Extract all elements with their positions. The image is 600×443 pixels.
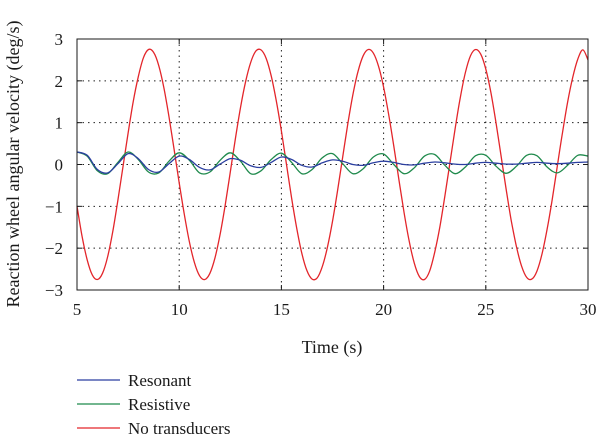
grid-lines — [77, 39, 588, 290]
axis-ticks: 5 10 15 20 25 30 −3 −2 −1 0 1 2 3 — [45, 30, 597, 319]
x-tick-label: 10 — [171, 300, 188, 319]
y-tick-label: 0 — [55, 156, 64, 175]
y-tick-label: 2 — [55, 72, 64, 91]
legend-label-no-transducers: No transducers — [128, 419, 230, 438]
legend-label-resistive: Resistive — [128, 395, 190, 414]
x-tick-label: 15 — [273, 300, 290, 319]
y-tick-label: −1 — [45, 197, 63, 216]
legend: Resonant Resistive No transducers — [77, 371, 230, 438]
series-line-resistive — [76, 151, 589, 175]
y-tick-label: 3 — [55, 30, 64, 49]
x-tick-label: 5 — [73, 300, 82, 319]
y-axis-title: Reaction wheel angular velocity (deg/s) — [3, 21, 24, 308]
y-tick-label: −3 — [45, 281, 63, 300]
x-axis-title: Time (s) — [302, 337, 363, 358]
y-tick-label: −2 — [45, 239, 63, 258]
series-line-resonant — [76, 151, 589, 174]
data-series — [76, 48, 589, 281]
x-tick-label: 25 — [477, 300, 494, 319]
y-tick-label: 1 — [55, 114, 64, 133]
x-tick-label: 20 — [375, 300, 392, 319]
legend-label-resonant: Resonant — [128, 371, 192, 390]
x-tick-label: 30 — [580, 300, 597, 319]
series-line-no-transducers — [76, 48, 589, 281]
